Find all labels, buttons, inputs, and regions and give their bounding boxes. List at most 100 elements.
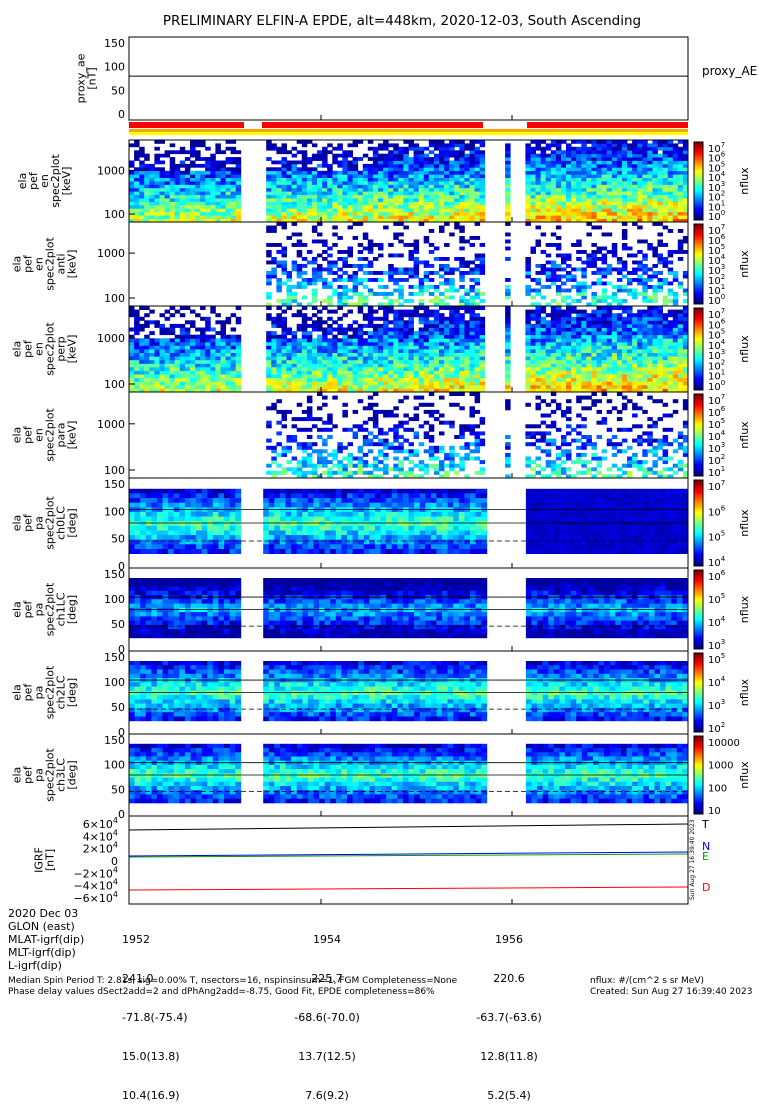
spec-cell bbox=[525, 205, 531, 209]
spec-cell bbox=[546, 378, 552, 382]
spec-cell bbox=[312, 261, 318, 265]
spec-cell bbox=[652, 271, 658, 275]
spec-cell bbox=[373, 212, 379, 216]
spec-cell bbox=[444, 320, 450, 324]
spec-cell bbox=[226, 335, 232, 339]
spec-cell bbox=[470, 205, 476, 209]
spec-cell bbox=[175, 335, 181, 339]
spec-cell bbox=[551, 161, 557, 165]
spec-cell bbox=[358, 198, 364, 202]
spec-cell bbox=[470, 338, 476, 342]
spec-cell bbox=[363, 198, 369, 202]
spec-cell bbox=[373, 157, 379, 161]
spec-cell bbox=[144, 181, 150, 185]
spec-cell bbox=[561, 349, 567, 353]
spec-cell bbox=[536, 292, 542, 296]
spec-cell bbox=[205, 178, 211, 182]
spec-cell bbox=[668, 143, 674, 147]
spec-cell bbox=[200, 140, 206, 144]
spec-cell bbox=[531, 331, 537, 335]
spec-cell bbox=[612, 335, 618, 339]
spec-cell bbox=[536, 282, 542, 286]
spec-cell bbox=[617, 320, 623, 324]
spec-cell bbox=[658, 349, 664, 353]
spec-cell bbox=[271, 367, 277, 371]
spec-cell bbox=[561, 195, 567, 199]
spec-cell bbox=[444, 215, 450, 219]
spec-cell bbox=[190, 184, 196, 188]
spec-cell bbox=[221, 202, 227, 206]
spec-cell bbox=[632, 191, 638, 195]
spec-cell bbox=[373, 335, 379, 339]
spec-cell bbox=[541, 250, 547, 254]
spec-cell bbox=[652, 289, 658, 293]
spec-cell bbox=[617, 257, 623, 261]
spec-cell bbox=[561, 331, 567, 335]
spec-cell bbox=[454, 378, 460, 382]
spec-cell bbox=[221, 374, 227, 378]
spec-cell bbox=[195, 202, 201, 206]
spec-cell bbox=[668, 171, 674, 175]
spec-cell bbox=[383, 191, 389, 195]
spec-cell bbox=[439, 150, 445, 154]
spec-cell bbox=[480, 140, 486, 144]
spec-cell bbox=[642, 335, 648, 339]
spec-cell bbox=[581, 161, 587, 165]
spec-cell bbox=[144, 157, 150, 161]
spec-cell bbox=[317, 198, 323, 202]
spec-cell bbox=[322, 202, 328, 206]
spec-cell bbox=[566, 161, 572, 165]
spec-cell bbox=[525, 285, 531, 289]
spec-cell bbox=[236, 198, 242, 202]
spec-cell bbox=[139, 208, 145, 212]
spec-cell bbox=[658, 143, 664, 147]
spec-cell bbox=[454, 161, 460, 165]
spec-cell bbox=[287, 167, 293, 171]
spec-cell bbox=[546, 212, 552, 216]
spec-cell bbox=[444, 331, 450, 335]
spec-cell bbox=[414, 371, 420, 375]
spec-cell bbox=[393, 381, 399, 385]
spec-cell bbox=[673, 296, 679, 300]
spec-cell bbox=[205, 353, 211, 357]
spec-cell bbox=[576, 208, 582, 212]
spec-cell bbox=[287, 188, 293, 192]
spec-cell bbox=[307, 356, 313, 360]
spec-cell bbox=[459, 285, 465, 289]
spec-cell bbox=[215, 191, 221, 195]
spec-cell bbox=[658, 345, 664, 349]
ylabel-line: [keV] bbox=[60, 167, 73, 196]
spec-cell bbox=[358, 360, 364, 364]
spec-cell bbox=[525, 374, 531, 378]
spec-cell bbox=[236, 150, 242, 154]
spec-cell bbox=[541, 271, 547, 275]
spec-cell bbox=[398, 292, 404, 296]
spec-cell bbox=[556, 285, 562, 289]
spec-cell bbox=[388, 243, 394, 247]
spec-cell bbox=[464, 205, 470, 209]
spec-cell bbox=[414, 150, 420, 154]
spec-cell bbox=[556, 191, 562, 195]
spec-cell bbox=[658, 215, 664, 219]
spec-cell bbox=[388, 353, 394, 357]
spec-cell bbox=[536, 164, 542, 168]
spec-cell bbox=[597, 140, 603, 144]
spec-cell bbox=[266, 296, 272, 300]
spec-cell bbox=[434, 367, 440, 371]
spec-cell bbox=[312, 257, 318, 261]
spec-cell bbox=[327, 331, 333, 335]
spec-cell bbox=[287, 385, 293, 389]
spec-cell bbox=[337, 191, 343, 195]
spec-cell bbox=[221, 212, 227, 216]
spec-cell bbox=[642, 289, 648, 293]
spec-cell bbox=[571, 212, 577, 216]
spec-cell bbox=[287, 150, 293, 154]
spec-cell bbox=[668, 174, 674, 178]
spec-cell bbox=[647, 243, 653, 247]
spec-cell bbox=[566, 157, 572, 161]
spec-cell bbox=[475, 385, 481, 389]
spec-cell bbox=[317, 360, 323, 364]
spec-cell bbox=[571, 378, 577, 382]
spec-cell bbox=[215, 174, 221, 178]
spec-cell bbox=[149, 171, 155, 175]
